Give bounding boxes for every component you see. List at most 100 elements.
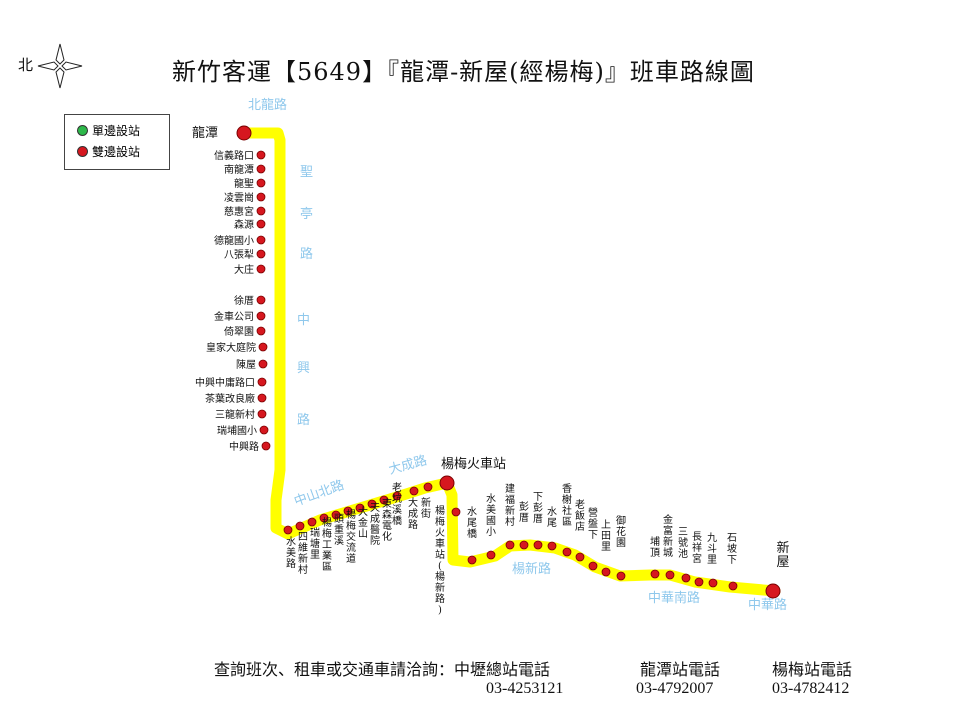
svg-text:彭: 彭	[519, 500, 529, 513]
street-label: 大成路	[387, 452, 429, 478]
north-arrow-icon	[37, 43, 83, 89]
svg-text:新: 新	[421, 496, 431, 509]
svg-text:下: 下	[727, 555, 737, 566]
stop-label: 埔頂	[650, 535, 660, 559]
stop-label: 陳屋	[236, 359, 256, 371]
green-dot-icon	[77, 125, 88, 136]
route-line	[238, 127, 781, 597]
stop-marker	[367, 499, 377, 509]
svg-text:尾: 尾	[467, 517, 477, 529]
svg-text:村: 村	[298, 563, 308, 576]
svg-text:坑: 坑	[392, 492, 402, 505]
svg-text:天: 天	[370, 503, 380, 514]
svg-text:店: 店	[575, 520, 585, 533]
stop-label: 彭厝	[519, 500, 529, 524]
svg-text:東: 東	[382, 497, 392, 510]
stop-marker	[256, 178, 266, 188]
svg-text:重: 重	[334, 523, 344, 536]
svg-text:新: 新	[776, 540, 789, 556]
terminal-label: 楊梅火車站	[441, 456, 506, 472]
stop-marker	[616, 571, 626, 581]
stop-marker	[379, 495, 389, 505]
svg-text:水: 水	[467, 506, 477, 518]
svg-text:橋: 橋	[392, 514, 402, 527]
svg-text:院: 院	[370, 534, 380, 547]
stop-marker	[256, 206, 266, 216]
svg-text:營: 營	[588, 506, 598, 519]
svg-text:石: 石	[727, 533, 737, 544]
stop-marker	[331, 510, 341, 520]
svg-text:水: 水	[486, 493, 496, 505]
svg-text:美: 美	[486, 503, 496, 516]
svg-text:梅: 梅	[435, 515, 445, 528]
svg-text:車: 車	[435, 537, 445, 550]
svg-text:富: 富	[663, 524, 673, 537]
svg-text:斗: 斗	[707, 543, 717, 555]
stop-label: 德龍國小	[214, 234, 254, 247]
svg-text:交: 交	[346, 530, 356, 543]
stop-marker	[256, 311, 266, 321]
svg-text:街: 街	[421, 507, 431, 520]
red-dot-icon	[77, 146, 88, 157]
stop-marker	[650, 569, 660, 579]
stop-label: 中興路	[229, 440, 259, 453]
svg-text:梅: 梅	[346, 519, 356, 532]
svg-text:新: 新	[298, 552, 308, 565]
stop-marker	[728, 581, 738, 591]
stop-marker	[295, 521, 305, 531]
north-label: 北	[18, 56, 34, 74]
svg-text:工: 工	[322, 540, 332, 551]
svg-text:厝: 厝	[533, 513, 543, 525]
svg-text:里: 里	[310, 549, 320, 561]
svg-text:里: 里	[601, 541, 611, 553]
svg-text:厝: 厝	[519, 512, 529, 524]
svg-text:瑞: 瑞	[310, 527, 320, 539]
stop-label: 老飯店	[575, 498, 585, 533]
svg-text:田: 田	[601, 531, 611, 542]
street-label: 亭	[300, 206, 313, 222]
stop-marker	[355, 503, 365, 513]
stop-marker	[256, 235, 266, 245]
svg-text:池: 池	[678, 547, 688, 560]
street-label: 中	[297, 313, 310, 328]
svg-text:楊: 楊	[435, 571, 445, 583]
svg-text:站: 站	[435, 548, 445, 561]
stop-label: 御花園	[616, 514, 626, 549]
legend: 單邊設站 雙邊設站	[64, 114, 170, 170]
stop-marker	[601, 567, 611, 577]
svg-text:福: 福	[505, 493, 515, 506]
svg-text:榭: 榭	[562, 493, 572, 506]
stop-marker	[562, 547, 572, 557]
stop-label: 金車公司	[214, 310, 254, 323]
terminal-marker	[236, 125, 252, 141]
stop-label: 大金山	[358, 505, 368, 540]
stop-label: 森源	[234, 218, 254, 231]
svg-text:成: 成	[408, 508, 418, 520]
stop-label: 南龍潭	[224, 163, 254, 176]
svg-text:水: 水	[286, 536, 296, 548]
stop-marker	[694, 577, 704, 587]
stop-marker	[665, 570, 675, 580]
stop-marker	[256, 219, 266, 229]
stop-marker	[547, 541, 557, 551]
svg-text:彭: 彭	[533, 501, 543, 514]
stop-label: 水尾橋	[467, 506, 477, 540]
svg-text:金: 金	[358, 516, 368, 529]
svg-text:頭: 頭	[334, 513, 344, 525]
stop-marker	[261, 441, 271, 451]
svg-text:老: 老	[575, 498, 585, 511]
svg-text:四: 四	[298, 532, 308, 543]
svg-text:區: 區	[322, 561, 332, 573]
svg-text:里: 里	[707, 554, 717, 566]
svg-text:新: 新	[663, 535, 673, 548]
svg-text:尾: 尾	[547, 517, 557, 529]
page-title: 新竹客運【5649】『龍潭-新屋(經楊梅)』班車路線圖	[172, 58, 755, 86]
legend-item-one-side: 單邊設站	[77, 122, 140, 139]
svg-text:維: 維	[298, 541, 308, 554]
svg-text:新: 新	[505, 504, 515, 517]
